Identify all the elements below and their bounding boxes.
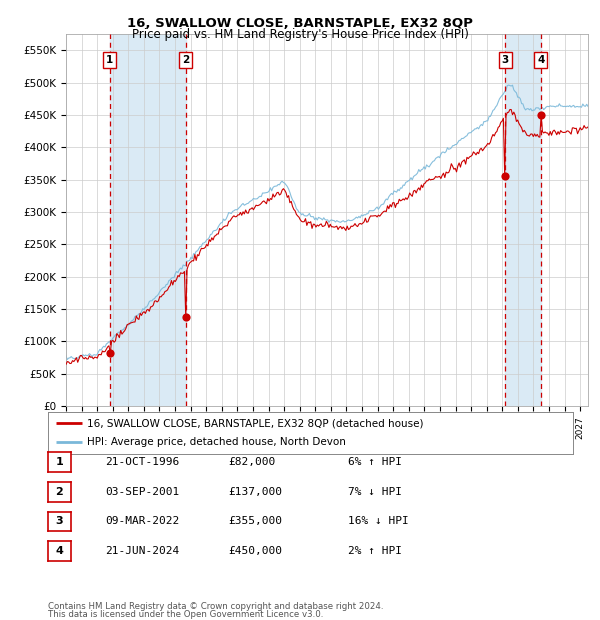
Text: £355,000: £355,000 — [228, 516, 282, 526]
Text: 7% ↓ HPI: 7% ↓ HPI — [348, 487, 402, 497]
Text: 21-JUN-2024: 21-JUN-2024 — [105, 546, 179, 556]
Text: 16, SWALLOW CLOSE, BARNSTAPLE, EX32 8QP: 16, SWALLOW CLOSE, BARNSTAPLE, EX32 8QP — [127, 17, 473, 30]
Text: 2% ↑ HPI: 2% ↑ HPI — [348, 546, 402, 556]
Text: 16% ↓ HPI: 16% ↓ HPI — [348, 516, 409, 526]
Text: 3: 3 — [502, 55, 509, 65]
Point — [536, 110, 545, 120]
Text: Price paid vs. HM Land Registry's House Price Index (HPI): Price paid vs. HM Land Registry's House … — [131, 28, 469, 41]
Text: 1: 1 — [56, 457, 63, 467]
Text: £450,000: £450,000 — [228, 546, 282, 556]
Point — [105, 348, 115, 358]
Text: 4: 4 — [55, 546, 64, 556]
Bar — [505, 34, 541, 406]
Text: 1: 1 — [106, 55, 113, 65]
Text: 6% ↑ HPI: 6% ↑ HPI — [348, 457, 402, 467]
Text: 03-SEP-2001: 03-SEP-2001 — [105, 487, 179, 497]
Text: £137,000: £137,000 — [228, 487, 282, 497]
Text: 21-OCT-1996: 21-OCT-1996 — [105, 457, 179, 467]
Bar — [110, 34, 185, 406]
Point — [181, 312, 190, 322]
Point — [500, 172, 510, 182]
Text: £82,000: £82,000 — [228, 457, 275, 467]
Text: 09-MAR-2022: 09-MAR-2022 — [105, 516, 179, 526]
Text: 2: 2 — [182, 55, 189, 65]
Text: This data is licensed under the Open Government Licence v3.0.: This data is licensed under the Open Gov… — [48, 610, 323, 619]
Text: HPI: Average price, detached house, North Devon: HPI: Average price, detached house, Nort… — [88, 438, 346, 448]
Text: 3: 3 — [56, 516, 63, 526]
Text: Contains HM Land Registry data © Crown copyright and database right 2024.: Contains HM Land Registry data © Crown c… — [48, 603, 383, 611]
Text: 2: 2 — [56, 487, 63, 497]
Text: 4: 4 — [537, 55, 544, 65]
Text: 16, SWALLOW CLOSE, BARNSTAPLE, EX32 8QP (detached house): 16, SWALLOW CLOSE, BARNSTAPLE, EX32 8QP … — [88, 418, 424, 428]
